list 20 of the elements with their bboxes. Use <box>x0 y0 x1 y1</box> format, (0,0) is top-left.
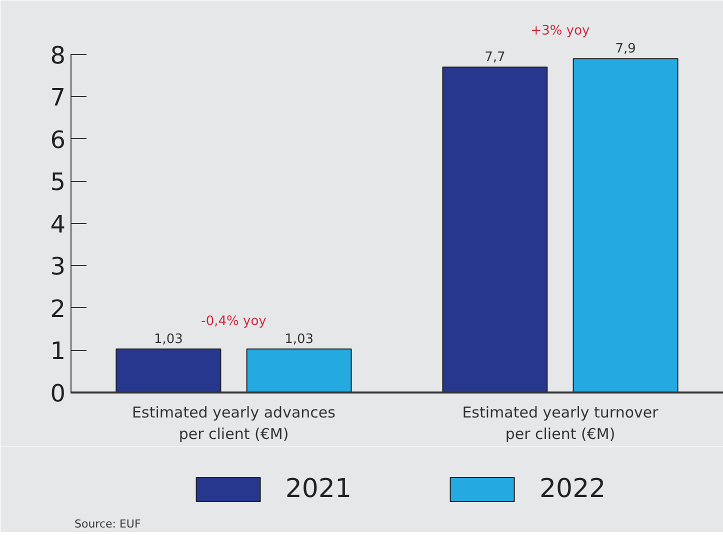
x-tick-label: Estimated yearly turnover per client (€M) <box>462 404 660 444</box>
y-tick-label: 0 <box>50 380 66 408</box>
y-tick-label: 1 <box>50 337 66 366</box>
y-tick-label: 4 <box>50 210 66 238</box>
y-tick-label: 2 <box>50 294 66 323</box>
y-tick-label: 3 <box>50 252 66 281</box>
data-label: 1,03 <box>284 332 314 347</box>
y-tick-label: 6 <box>50 126 66 154</box>
legend-label: 2022 <box>540 474 606 504</box>
y-tick-label: 8 <box>50 41 66 70</box>
y-tick-label: 7 <box>50 84 66 112</box>
data-label: 7,7 <box>484 50 506 66</box>
annotation: -0,4% yoy <box>201 314 267 329</box>
source-note: Source: EUF <box>74 518 141 530</box>
data-label: 1,03 <box>154 332 183 347</box>
x-tick-label: Estimated yearly advances per client (€M) <box>132 404 336 444</box>
data-label: 7,9 <box>615 42 636 57</box>
y-tick-label: 5 <box>50 168 66 196</box>
legend-label: 2021 <box>285 474 352 504</box>
text: +3% yoy <box>530 24 590 39</box>
